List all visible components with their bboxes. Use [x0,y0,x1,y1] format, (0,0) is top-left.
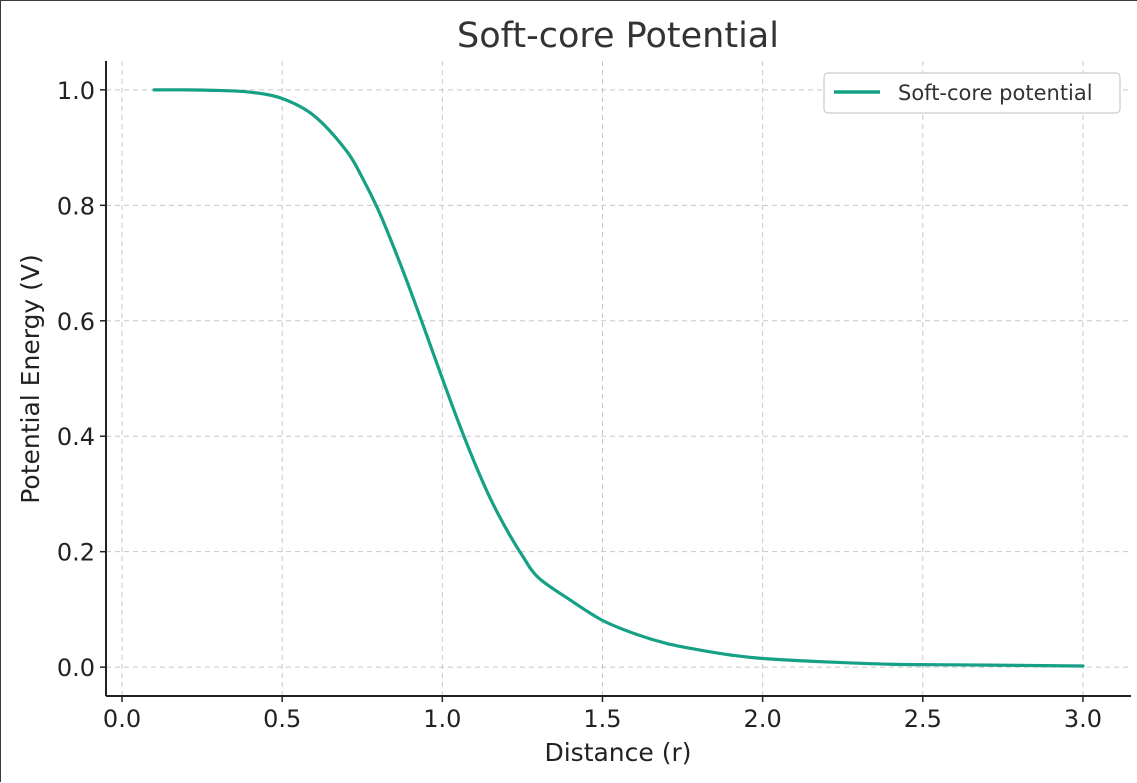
y-axis-label: Potential Energy (V) [16,254,45,504]
x-tick-label-0: 0.0 [103,705,141,733]
x-tick-label-6: 3.0 [1064,705,1102,733]
series-lines [152,88,1085,668]
x-tick-label-2: 1.0 [423,705,461,733]
x-axis-label: Distance (r) [544,738,691,767]
series-line-0 [152,88,1085,668]
legend: Soft-core potential [823,72,1121,114]
y-tick-label-1: 0.2 [57,539,95,567]
x-tick-label-3: 1.5 [583,705,621,733]
y-tick-label-5: 1.0 [57,77,95,105]
x-tick-label-1: 0.5 [263,705,301,733]
y-tick-label-2: 0.4 [57,423,95,451]
y-tick-label-4: 0.8 [57,192,95,220]
y-tick-label-3: 0.6 [57,308,95,336]
x-tick-label-5: 2.5 [904,705,942,733]
axes [100,61,1131,702]
chart-title: Soft-core Potential [457,16,779,56]
legend-entry-soft-core-potential: Soft-core potential [898,81,1093,105]
y-tick-label-0: 0.0 [57,654,95,682]
x-tick-label-4: 2.0 [744,705,782,733]
legend-box [823,72,1121,114]
tick-labels: 0.0 0.5 1.0 1.5 2.0 2.5 3.0 0.0 0.2 0.4 0.6 0.8 1.0 [57,77,1102,733]
